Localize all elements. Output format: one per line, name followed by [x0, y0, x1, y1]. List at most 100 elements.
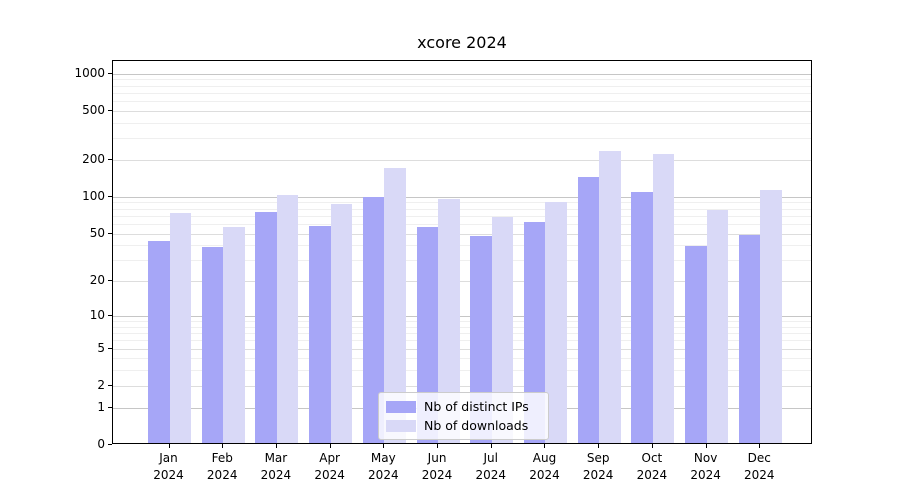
- y-tick-mark: [108, 110, 112, 111]
- x-tick-label-line: Nov: [693, 451, 718, 465]
- x-tick-label-line: 2024: [421, 468, 453, 482]
- bar-distinct-ips-mar: [255, 212, 277, 443]
- y-tick-label: 10: [89, 308, 105, 323]
- legend-swatch-downloads-icon: [386, 419, 416, 432]
- x-tick-label-line: 2024: [314, 468, 345, 482]
- y-tick-label: 1000: [74, 65, 105, 80]
- gridline-minor: [113, 215, 811, 217]
- y-tick-label: 20: [89, 273, 105, 288]
- x-tick-label: Mar 2024: [244, 450, 308, 484]
- y-tick-label: 500: [82, 102, 105, 117]
- bar-downloads-jan: [169, 213, 191, 443]
- gridline-major: [113, 348, 811, 350]
- bar-downloads-jun: [438, 198, 460, 443]
- y-tick-label: 1: [97, 399, 105, 414]
- x-tick-label-line: Dec: [747, 451, 771, 465]
- bar-downloads-oct: [652, 154, 675, 443]
- bar-distinct-ips-oct: [631, 191, 653, 443]
- x-tick-label: Feb 2024: [190, 450, 254, 484]
- x-tick-label-line: 2024: [475, 468, 507, 482]
- x-tick-label-line: 2024: [582, 468, 614, 482]
- x-tick-mark: [383, 444, 385, 448]
- bar-distinct-ips-jun: [416, 226, 439, 443]
- x-tick-label: Apr 2024: [298, 450, 362, 484]
- gridline-minor: [113, 223, 811, 225]
- bar-downloads-may: [384, 168, 406, 443]
- legend-label-distinct-ips: Nb of distinct IPs: [424, 399, 529, 414]
- x-tick-label-line: Jun: [427, 451, 447, 465]
- x-tick-label-line: Apr: [319, 451, 340, 465]
- y-tick-mark: [108, 280, 112, 281]
- x-tick-mark: [544, 444, 546, 448]
- bar-downloads-nov: [706, 210, 729, 443]
- x-tick-label: Dec 2024: [727, 450, 791, 484]
- x-tick-mark: [329, 444, 331, 448]
- x-tick-label-line: 2024: [529, 468, 560, 482]
- x-tick-label-line: Mar: [264, 451, 288, 465]
- x-tick-label-line: 2024: [260, 468, 292, 482]
- gridline-minor: [113, 333, 811, 335]
- x-tick-mark: [168, 444, 170, 448]
- legend: Nb of distinct IPs Nb of downloads: [378, 392, 549, 440]
- bar-distinct-ips-jul: [470, 236, 492, 443]
- x-tick-label-line: Aug: [532, 451, 557, 465]
- x-tick-label-line: Jan: [159, 451, 178, 465]
- gridline-minor: [113, 92, 811, 94]
- bar-downloads-mar: [276, 194, 299, 443]
- x-tick-label-line: 2024: [744, 468, 775, 482]
- x-tick-label: Jan 2024: [137, 450, 201, 484]
- x-tick-label: May 2024: [351, 450, 415, 484]
- x-tick-mark: [759, 444, 761, 448]
- gridline-minor: [113, 85, 811, 87]
- x-tick-label-line: Oct: [641, 451, 663, 465]
- x-tick-label: Aug 2024: [512, 450, 576, 484]
- bar-distinct-ips-nov: [685, 246, 707, 443]
- gridline-minor: [113, 326, 811, 328]
- x-tick-label: Nov 2024: [674, 450, 738, 484]
- y-tick-label: 5: [97, 340, 105, 355]
- x-tick-label-line: Feb: [211, 451, 233, 465]
- bar-distinct-ips-apr: [309, 225, 331, 443]
- x-tick-label-line: 2024: [690, 468, 721, 482]
- x-tick-mark: [598, 444, 600, 448]
- y-tick-mark: [108, 348, 112, 349]
- bar-downloads-apr: [330, 203, 353, 443]
- x-tick-mark: [705, 444, 707, 448]
- gridline-major: [113, 110, 811, 112]
- gridline-minor: [113, 122, 811, 124]
- y-tick-mark: [108, 196, 112, 197]
- x-tick-mark: [275, 444, 277, 448]
- gridline-minor: [113, 321, 811, 323]
- gridline-decade: [113, 316, 811, 318]
- bar-downloads-dec: [760, 189, 782, 443]
- x-tick-label-line: 2024: [368, 468, 399, 482]
- bar-distinct-ips-aug: [523, 221, 546, 443]
- legend-row-downloads: Nb of downloads: [386, 418, 540, 433]
- gridline-minor: [113, 358, 811, 360]
- gridline-major: [113, 233, 811, 235]
- gridline-minor: [113, 245, 811, 247]
- y-tick-mark: [108, 73, 112, 74]
- gridline-decade: [113, 73, 811, 75]
- plot-area: [112, 60, 812, 444]
- bar-distinct-ips-jan: [148, 240, 170, 443]
- bar-downloads-jul: [491, 216, 514, 443]
- y-tick-mark: [108, 315, 112, 316]
- x-tick-label-line: Sep: [586, 451, 610, 465]
- x-tick-mark: [490, 444, 492, 448]
- gridline-minor: [113, 370, 811, 372]
- gridline-minor: [113, 138, 811, 140]
- gridline-minor: [113, 100, 811, 102]
- gridline-decade: [113, 196, 811, 198]
- gridline-minor: [113, 79, 811, 81]
- x-tick-label-line: 2024: [206, 468, 238, 482]
- gridline-minor: [113, 202, 811, 204]
- x-tick-label-line: May: [370, 451, 396, 465]
- gridline-major: [113, 159, 811, 161]
- bar-downloads-sep: [599, 150, 621, 443]
- x-tick-mark: [222, 444, 224, 448]
- gridline-minor: [113, 260, 811, 262]
- gridline-minor: [113, 208, 811, 210]
- bar-downloads-feb: [223, 226, 245, 443]
